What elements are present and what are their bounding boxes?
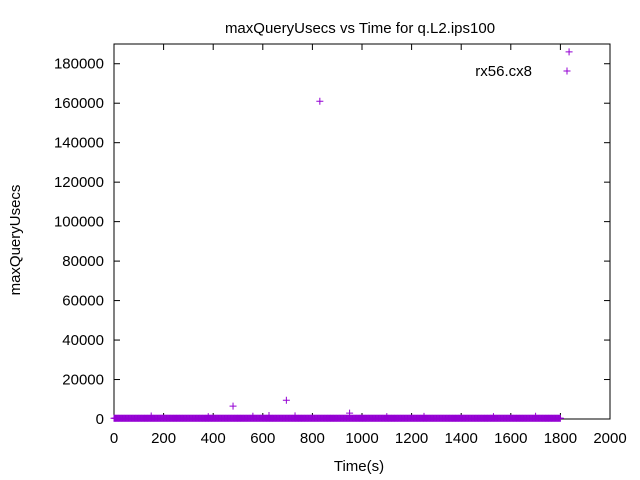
data-point: [532, 412, 540, 420]
data-point: [383, 413, 391, 421]
data-point: [556, 414, 564, 422]
y-tick-label: 180000: [54, 56, 104, 73]
x-tick-label: 1200: [395, 430, 428, 447]
legend: rx56.cx8: [475, 63, 571, 80]
x-axis-label: Time(s): [334, 458, 384, 475]
y-axis-label: maxQueryUsecs: [7, 185, 24, 296]
legend-marker: [563, 67, 571, 75]
y-tick-label: 100000: [54, 214, 104, 231]
data-point: [565, 48, 573, 56]
x-tick-label: 2000: [593, 430, 626, 447]
y-tick-label: 120000: [54, 174, 104, 191]
data-point: [291, 412, 299, 420]
y-tick-label: 40000: [62, 332, 104, 349]
x-tick-label: 800: [300, 430, 325, 447]
data-point: [489, 413, 497, 421]
plot-frame: [113, 43, 611, 420]
x-tick-label: 1400: [445, 430, 478, 447]
y-axis: 0 20000 40000 60000 80000 100000 120000 140000 1…: [54, 56, 610, 428]
data-point: [147, 412, 155, 420]
data-point: [249, 412, 257, 420]
x-tick-label: 1000: [345, 430, 378, 447]
x-tick-label: 400: [201, 430, 226, 447]
x-tick-label: 600: [250, 430, 275, 447]
x-tick-label: 1800: [544, 430, 577, 447]
data-point: [282, 396, 290, 404]
y-tick-label: 80000: [62, 253, 104, 270]
x-tick-label: 1600: [494, 430, 527, 447]
legend-label: rx56.cx8: [475, 63, 532, 80]
x-tick-label: 0: [110, 430, 118, 447]
data-point: [204, 413, 212, 421]
chart-title: maxQueryUsecs vs Time for q.L2.ips100: [225, 20, 495, 37]
data-point: [346, 409, 354, 417]
data-point: [229, 402, 237, 410]
y-tick-label: 20000: [62, 372, 104, 389]
y-tick-label: 140000: [54, 135, 104, 152]
data-point: [420, 412, 428, 420]
x-axis: 0 200 400 600 800 1000 1200 1400 1600 1800 2000: [110, 44, 627, 447]
y-tick-label: 0: [96, 411, 104, 428]
y-tick-label: 160000: [54, 95, 104, 112]
data-point: [265, 411, 273, 419]
y-tick-label: 60000: [62, 293, 104, 310]
x-tick-label: 200: [151, 430, 176, 447]
data-point: [316, 97, 324, 105]
data-points: [110, 48, 573, 422]
